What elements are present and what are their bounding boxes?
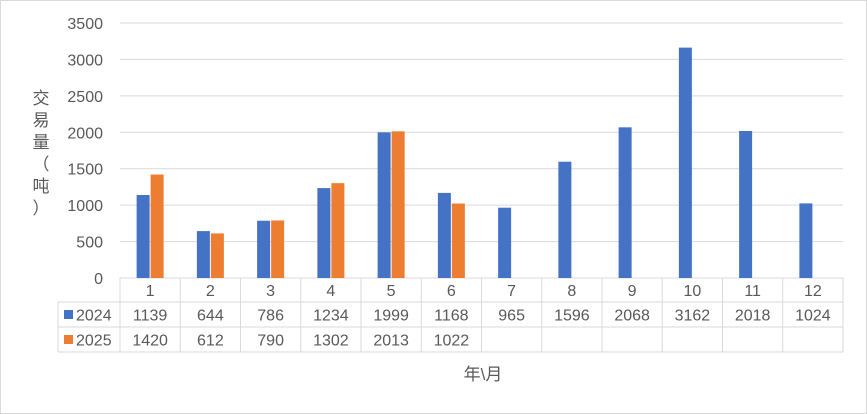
table-cell-2024: 1139 [133,308,168,325]
x-category-label: 3 [266,283,275,300]
table-cell-2024: 1596 [554,308,590,325]
table-cell-2025: 790 [257,333,284,350]
table-cell-2024: 644 [197,308,224,325]
bar-2024-11 [739,130,753,278]
table-cell-2024: 2018 [735,308,771,325]
table-cell-2025: 1302 [313,333,349,350]
x-category-label: 8 [567,283,576,300]
bar-2024-8 [558,161,572,278]
bar-2025-3 [271,220,285,278]
bar-2024-1 [136,195,150,278]
table-cell-2024: 1234 [313,308,349,325]
bar-2024-3 [257,220,271,278]
bar-2025-1 [150,174,164,278]
bar-2024-9 [618,127,632,279]
table-cell-2024: 1168 [434,308,469,325]
bar-2024-5 [377,132,391,278]
table-cell-2025: 1022 [434,333,470,350]
y-tick-label: 2500 [67,89,103,106]
table-cell-2025: 2013 [373,333,409,350]
table-cell-2025: 1420 [132,333,168,350]
x-category-label: 11 [744,283,761,300]
table-cell-2024: 2068 [614,308,650,325]
x-category-label: 7 [507,283,516,300]
x-category-label: 12 [804,283,822,300]
x-category-label: 4 [326,283,335,300]
y-tick-label: 3500 [67,16,103,33]
table-cell-2024: 1999 [373,308,409,325]
x-category-label: 5 [387,283,396,300]
x-category-label: 2 [206,283,215,300]
legend-label-2024: 2024 [76,308,112,325]
legend-key-2025 [64,335,73,344]
bar-2025-5 [391,131,405,278]
bar-2025-2 [210,233,224,278]
y-axis-ticks: 0 500 1000 1500 2000 2500 3000 3500 [67,16,103,288]
x-category-label: 1 [146,283,155,300]
table-cell-2024: 1024 [795,308,831,325]
y-tick-label: 3000 [67,52,103,69]
table-cell-2024: 786 [257,308,284,325]
bar-2024-4 [317,188,331,278]
y-axis-label-char: 交 [33,89,50,108]
legend-label-2025: 2025 [76,333,112,350]
y-tick-label: 500 [76,235,103,252]
bars [136,47,813,279]
y-axis-label-char: 易 [33,111,50,130]
y-tick-label: 2000 [67,125,103,142]
bar-2025-6 [451,203,465,278]
y-tick-label: 1500 [67,162,103,179]
x-category-label: 10 [683,283,701,300]
bar-2024-7 [498,207,512,278]
y-axis-label-char: 量 [33,133,50,152]
table-cell-2024: 965 [498,308,525,325]
x-axis-label: 年\月 [464,365,503,384]
bar-2024-12 [799,203,813,278]
table-cell-2024: 3162 [675,308,711,325]
y-tick-label: 0 [94,271,103,288]
x-category-label: 6 [447,283,456,300]
bar-2024-6 [437,192,451,278]
y-axis-label-char: ） [33,199,50,218]
legend-key-2024 [64,310,73,319]
table-cell-2025: 612 [197,333,224,350]
y-axis-label-char: 吨 [33,177,50,196]
y-tick-label: 1000 [67,198,103,215]
bar-2025-4 [331,183,345,278]
y-axis-label-char: （ [33,155,50,174]
y-axis-label: 交易量 （ 吨 ） [33,89,50,218]
bar-2024-10 [678,47,692,278]
bar-2024-2 [196,231,210,278]
x-category-label: 9 [628,283,637,300]
